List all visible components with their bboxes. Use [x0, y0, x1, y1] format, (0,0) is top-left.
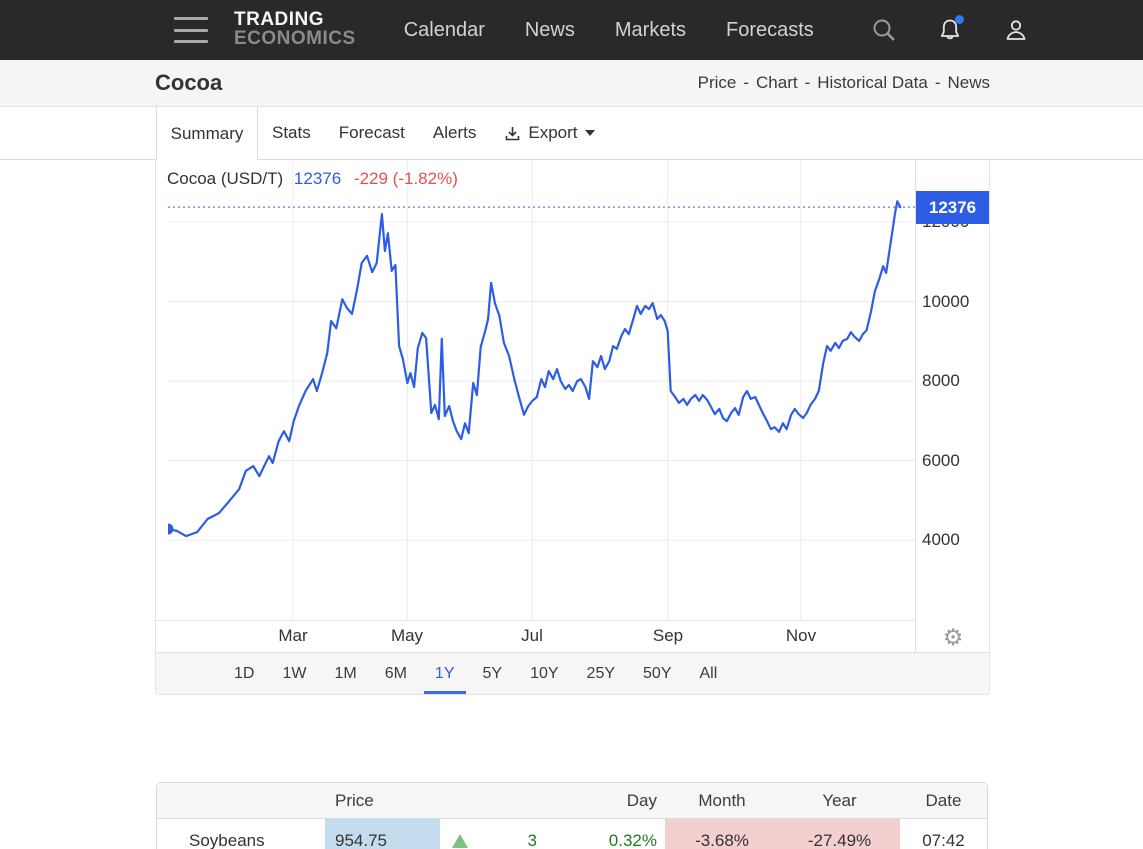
range-all[interactable]: All: [699, 664, 718, 682]
user-icon[interactable]: [1003, 17, 1029, 43]
range-1m[interactable]: 1M: [334, 664, 357, 682]
range-50y[interactable]: 50Y: [643, 664, 672, 682]
y-axis-label: 10000: [922, 292, 970, 311]
axis-separator: [915, 160, 916, 652]
table-header-row: Price Day Month Year Date: [157, 783, 987, 819]
day-cell: 0.32%: [608, 831, 657, 849]
range-6m[interactable]: 6M: [384, 664, 407, 682]
header-year: Year: [822, 790, 857, 810]
header-price: Price: [335, 790, 374, 810]
export-button[interactable]: Export: [490, 107, 608, 159]
date-cell: 07:42: [922, 831, 965, 849]
range-10y[interactable]: 10Y: [530, 664, 559, 682]
logo-line-1: TRADING: [234, 9, 325, 31]
month-cell: -3.68%: [665, 819, 779, 849]
x-axis: Mar May Jul Sep Nov: [156, 621, 989, 652]
separator: -: [934, 73, 941, 92]
gear-icon[interactable]: ⚙: [942, 623, 964, 650]
price-line-series: [168, 200, 902, 538]
y-axis-label: 4000: [922, 530, 960, 549]
chart-card: Cocoa (USD/T) 12376 -229 (-1.82%) 4000 60…: [155, 160, 990, 695]
triangle-up-icon: [452, 834, 468, 848]
tab-alerts[interactable]: Alerts: [432, 123, 477, 142]
nav-news[interactable]: News: [524, 18, 575, 41]
range-selector: 1D 1W 1M 6M 1Y 5Y 10Y 25Y 50Y All: [156, 652, 989, 694]
header-name: [157, 783, 325, 818]
x-axis-label: May: [390, 626, 424, 645]
direction-cell: [440, 819, 480, 849]
header-day: Day: [626, 790, 657, 810]
nav-forecasts[interactable]: Forecasts: [726, 18, 814, 41]
page-header: Cocoa Price - Chart - Historical Data - …: [0, 60, 1143, 107]
chart-instrument: Cocoa (USD/T): [167, 169, 284, 188]
primary-nav: Calendar News Markets Forecasts: [404, 19, 814, 42]
tab-forecast[interactable]: Forecast: [338, 123, 405, 142]
x-axis-label: Sep: [652, 626, 684, 645]
caret-down-icon: [584, 130, 595, 136]
x-axis-label: Jul: [521, 626, 543, 645]
nav-calendar[interactable]: Calendar: [403, 18, 485, 41]
series-start-dot: [168, 523, 174, 535]
search-icon[interactable]: [871, 17, 897, 43]
header-date: Date: [925, 790, 962, 810]
change-cell: 3: [527, 831, 537, 849]
range-25y[interactable]: 25Y: [586, 664, 616, 682]
link-news[interactable]: News: [947, 73, 990, 92]
year-cell: -27.49%: [779, 819, 900, 849]
price-line-chart: [168, 160, 916, 620]
x-axis-label: Mar: [278, 626, 308, 645]
y-axis-label: 8000: [922, 371, 960, 390]
page-title: Cocoa: [155, 70, 223, 95]
bell-icon[interactable]: [937, 15, 964, 43]
hamburger-menu-icon: [174, 17, 208, 20]
commodity-name: Soybeans: [157, 819, 325, 849]
link-chart[interactable]: Chart: [756, 73, 798, 92]
current-price-badge: 12376: [916, 191, 989, 224]
x-axis-label: Nov: [785, 626, 817, 645]
range-5y[interactable]: 5Y: [482, 664, 503, 682]
menu-button[interactable]: [174, 17, 210, 43]
tab-bar: Summary Stats Forecast Alerts Export: [0, 107, 1143, 160]
price-cell: 954.75: [325, 819, 440, 849]
download-icon: [504, 125, 521, 142]
commodity-link[interactable]: Soybeans: [189, 831, 265, 849]
header-month: Month: [698, 790, 746, 810]
commodities-table: Price Day Month Year Date Soybeans 954.7…: [156, 782, 988, 849]
y-axis-label: 6000: [922, 451, 960, 470]
range-1w[interactable]: 1W: [282, 664, 307, 682]
separator: -: [804, 73, 811, 92]
top-navbar: TRADING ECONOMICS Calendar News Markets …: [0, 0, 1143, 60]
x-axis-line: [156, 620, 916, 621]
table-row[interactable]: Soybeans 954.75 3 0.32% -3.68% -27.49% 0…: [157, 819, 987, 849]
range-1y[interactable]: 1Y: [424, 653, 465, 694]
plot-area[interactable]: Cocoa (USD/T) 12376 -229 (-1.82%) 4000 60…: [156, 160, 989, 620]
link-price[interactable]: Price: [697, 73, 737, 92]
logo-line-2: ECONOMICS: [234, 28, 356, 49]
tab-stats[interactable]: Stats: [272, 123, 311, 142]
link-historical-data[interactable]: Historical Data: [817, 73, 928, 92]
trading-economics-logo[interactable]: TRADING ECONOMICS: [234, 11, 356, 48]
tab-summary[interactable]: Summary: [156, 107, 258, 160]
range-1d[interactable]: 1D: [234, 664, 255, 682]
chart-last-price: 12376: [293, 169, 342, 188]
nav-markets[interactable]: Markets: [614, 18, 686, 41]
chart-title: Cocoa (USD/T) 12376 -229 (-1.82%): [167, 169, 458, 189]
header-links: Price - Chart - Historical Data - News: [698, 73, 990, 93]
separator: -: [743, 73, 750, 92]
notification-dot: [955, 15, 964, 24]
y-axis: 4000600080001000012000: [156, 160, 989, 620]
chart-change: -229 (-1.82%): [353, 169, 458, 188]
navbar-icons: [871, 15, 1029, 43]
